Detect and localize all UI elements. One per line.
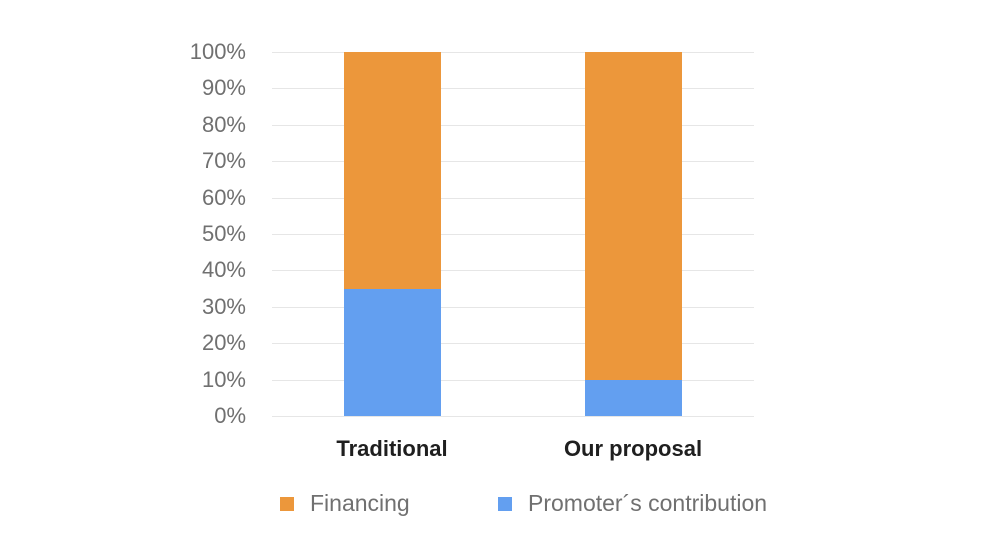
gridline bbox=[272, 197, 754, 199]
gridline bbox=[272, 234, 754, 235]
gridline bbox=[272, 379, 754, 381]
legend-item-promoter: Promoter´s contribution bbox=[498, 490, 767, 517]
y-tick-label: 40% bbox=[201, 257, 246, 283]
gridline bbox=[272, 306, 754, 308]
y-tick-label: 30% bbox=[201, 293, 246, 319]
legend-label: Promoter´s contribution bbox=[528, 490, 768, 516]
gridline bbox=[272, 343, 754, 345]
bar-segment bbox=[344, 52, 441, 289]
y-tick-label: 90% bbox=[201, 75, 246, 101]
y-tick-label: 100% bbox=[189, 39, 246, 64]
bar-our-proposal bbox=[585, 52, 682, 416]
gridline bbox=[272, 88, 754, 90]
legend-item-financing: Financing bbox=[280, 490, 410, 517]
y-tick-label: 70% bbox=[201, 148, 246, 174]
y-tick-label: 80% bbox=[201, 111, 246, 137]
gridline bbox=[272, 161, 754, 163]
bar-segment bbox=[344, 288, 441, 416]
gridline bbox=[272, 124, 754, 126]
bar-traditional bbox=[344, 52, 441, 416]
x-category-label: Traditional bbox=[336, 436, 448, 461]
x-category-label: Our proposal bbox=[563, 436, 703, 461]
y-tick-label: 50% bbox=[201, 221, 246, 246]
financing-swatch-icon bbox=[280, 496, 294, 511]
gridline bbox=[272, 52, 754, 53]
gridline bbox=[272, 416, 754, 417]
bar-segment bbox=[585, 379, 682, 416]
gridline bbox=[272, 270, 754, 272]
y-tick-label: 0% bbox=[214, 403, 246, 428]
y-tick-label: 60% bbox=[201, 184, 246, 210]
promoter-swatch-icon bbox=[498, 496, 512, 511]
y-tick-label: 20% bbox=[201, 330, 246, 356]
legend-label: Financing bbox=[310, 490, 410, 516]
y-tick-label: 10% bbox=[201, 366, 246, 392]
bar-segment bbox=[585, 52, 682, 380]
